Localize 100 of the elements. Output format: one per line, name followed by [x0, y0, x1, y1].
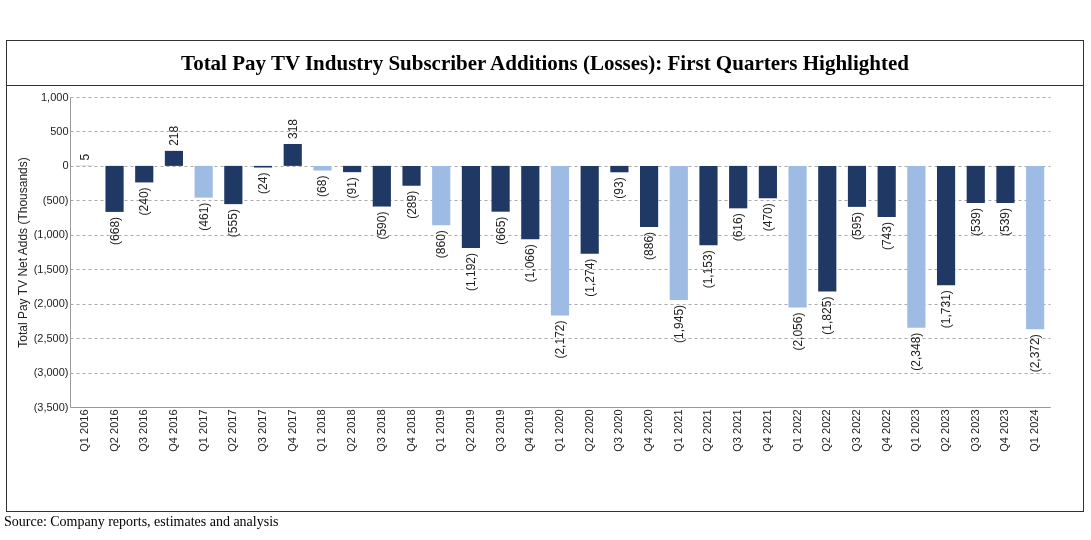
x-tick-label: Q1 2023: [909, 409, 922, 452]
bar: [343, 165, 362, 173]
x-tick-label: Q4 2022: [879, 409, 892, 452]
data-label: (1,825): [820, 296, 835, 335]
bar: [521, 165, 540, 240]
x-tick-label: Q1 2018: [315, 409, 328, 452]
data-label: (91): [345, 177, 360, 199]
data-label: (616): [731, 213, 746, 242]
data-label: (886): [642, 231, 657, 260]
data-label: (590): [374, 211, 389, 240]
data-label: (24): [256, 172, 271, 194]
bar: [432, 165, 451, 226]
y-tick-label: (1,000): [33, 228, 69, 241]
data-label: (2,056): [790, 312, 805, 351]
x-tick-label: Q3 2022: [849, 409, 862, 452]
bar: [1026, 165, 1045, 330]
x-tick-label: Q2 2023: [939, 409, 952, 452]
bar: [164, 150, 184, 166]
y-axis-title: Total Pay TV Net Adds (Thousands): [15, 157, 30, 348]
data-label: (665): [493, 216, 508, 245]
x-tick-label: Q3 2021: [731, 409, 744, 452]
data-label: (595): [849, 211, 864, 240]
bar: [877, 165, 896, 218]
x-tick-label: Q3 2020: [612, 409, 625, 452]
x-tick-label: Q4 2017: [285, 409, 298, 452]
chart-title: Total Pay TV Industry Subscriber Additions (Losses): First Quarters Highlighted: [7, 41, 1083, 86]
x-tick-label: Q3 2016: [137, 409, 150, 452]
bar: [580, 165, 599, 254]
bar: [550, 165, 570, 316]
x-tick-label: Q2 2020: [582, 409, 595, 452]
bar: [461, 165, 480, 248]
data-label: (2,172): [553, 320, 567, 359]
y-tick-label: (1,500): [33, 262, 69, 275]
bar: [491, 165, 510, 212]
x-tick-label: Q1 2021: [671, 409, 684, 452]
y-tick-label: (2,500): [33, 331, 69, 344]
x-tick-label: Q4 2018: [404, 409, 417, 452]
bar: [640, 165, 659, 227]
bar: [283, 143, 302, 166]
data-label: (461): [196, 202, 211, 231]
bar: [669, 165, 688, 300]
data-label: (2,372): [1028, 334, 1043, 373]
x-tick-label: Q3 2019: [493, 409, 506, 452]
data-label: (539): [998, 208, 1013, 237]
x-tick-label: Q3 2023: [968, 409, 981, 452]
bar: [847, 165, 867, 207]
data-label: 5: [77, 153, 92, 161]
data-label: (1,153): [701, 250, 716, 289]
bar: [936, 165, 956, 286]
bar: [788, 165, 807, 308]
x-tick-label: Q4 2016: [166, 409, 179, 452]
data-label: 318: [285, 118, 300, 139]
data-label: (1,945): [671, 304, 686, 343]
x-tick-label: Q1 2024: [1028, 409, 1041, 452]
data-label: (860): [434, 230, 449, 259]
bar: [996, 165, 1015, 204]
x-tick-label: Q1 2022: [790, 409, 803, 452]
x-tick-label: Q4 2019: [523, 409, 536, 452]
data-label: (1,731): [939, 290, 954, 329]
bar: [758, 165, 777, 199]
source-note: Source: Company reports, estimates and analysis: [4, 514, 279, 530]
x-tick-label: Q1 2020: [553, 409, 565, 452]
x-tick-label: Q2 2021: [701, 409, 714, 452]
x-tick-label: Q1 2019: [434, 409, 447, 452]
x-tick-label: Q1 2016: [77, 409, 90, 452]
bar: [313, 165, 332, 171]
bar: [610, 165, 629, 173]
y-tick-label: (3,000): [33, 366, 69, 379]
data-label: (555): [226, 209, 241, 238]
x-tick-label: Q3 2017: [256, 409, 269, 452]
data-label: (68): [315, 175, 330, 197]
x-tick-label: Q4 2021: [760, 409, 773, 452]
bar: [818, 165, 837, 292]
data-label: (470): [760, 203, 775, 232]
bar: [135, 165, 154, 183]
x-tick-label: Q3 2018: [374, 409, 387, 452]
x-tick-label: Q1 2017: [196, 409, 209, 452]
bar: [194, 165, 213, 198]
data-label: (743): [879, 222, 894, 251]
x-tick-label: Q2 2019: [463, 409, 476, 452]
x-tick-label: Q2 2022: [820, 409, 833, 452]
x-tick-label: Q2 2018: [345, 409, 358, 452]
bar: [966, 165, 985, 204]
data-label: (1,274): [582, 258, 597, 297]
data-label: (240): [137, 187, 152, 216]
y-tick-label: 0: [62, 159, 69, 172]
bar: [907, 165, 926, 328]
y-tick-label: (2,000): [33, 297, 69, 310]
bar: [699, 165, 718, 246]
y-tick-label: 1,000: [40, 90, 69, 103]
data-label: (93): [612, 177, 627, 199]
data-label: (1,192): [463, 253, 478, 292]
data-label: (2,348): [909, 332, 924, 371]
data-label: 218: [166, 125, 181, 146]
bar: [372, 165, 391, 207]
bar: [729, 165, 748, 209]
bar: [105, 165, 124, 212]
data-label: (289): [404, 190, 419, 219]
x-tick-label: Q4 2020: [642, 409, 655, 452]
bar: [224, 165, 243, 205]
